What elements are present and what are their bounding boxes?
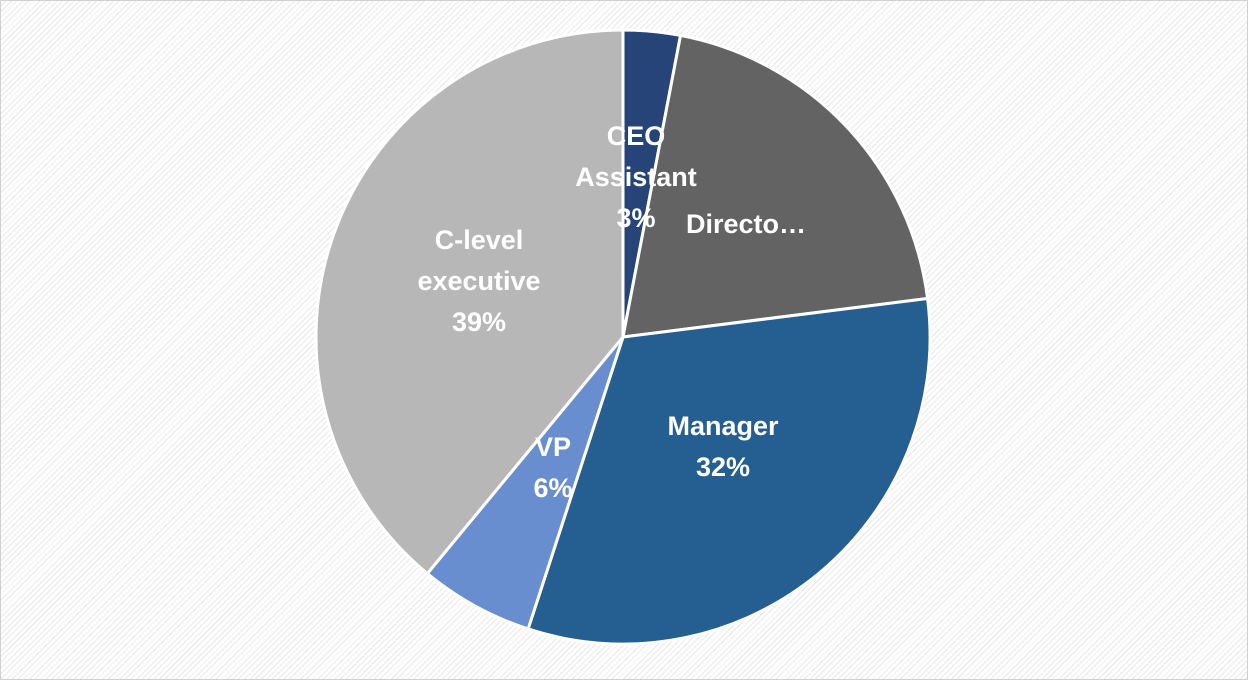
- pie-slices: [314, 28, 932, 646]
- data-label-manager: Manager 32%: [667, 411, 779, 482]
- slice-manager: [526, 297, 932, 646]
- data-label-ceo-assistant: CEO Assistant 3%: [575, 121, 697, 233]
- data-label-directo: Directo…: [686, 209, 806, 239]
- data-label-vp: VP 6%: [533, 432, 572, 503]
- pie-labels: CEO Assistant 3% Directo… Manager 32% VP 6% C-le…: [417, 121, 806, 503]
- slice-directo: [621, 33, 930, 339]
- data-label-c-level-executive: C-level executive 39%: [417, 225, 540, 337]
- slice-c-level-executive: [314, 28, 625, 576]
